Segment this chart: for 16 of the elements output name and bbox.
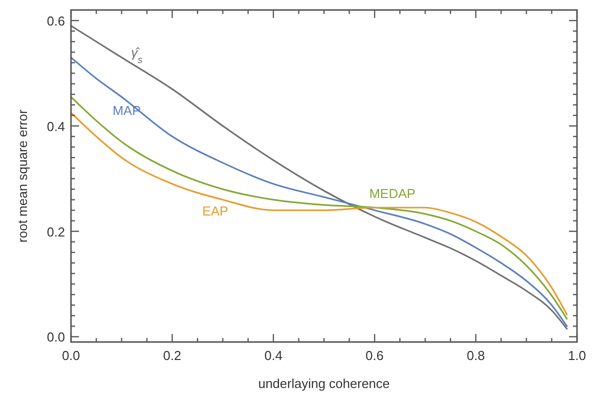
x-tick-label: 1.0 — [568, 348, 586, 363]
x-tick-label: 0.6 — [366, 348, 384, 363]
y-tick-label: 0.4 — [46, 118, 65, 134]
y-tick-label: 0.2 — [46, 224, 65, 240]
x-tick-label: 0.4 — [264, 348, 282, 363]
series-label: MEDAP — [369, 186, 416, 201]
y-axis-title: root mean square error — [15, 108, 30, 242]
series-label: MAP — [112, 102, 141, 118]
x-axis-title: underlaying coherence — [258, 376, 390, 391]
series-label: γ̂$_{s}$ — [131, 44, 143, 66]
y-tick-label: 0.0 — [46, 330, 65, 345]
series-label: EAP — [202, 203, 228, 218]
x-tick-label: 0.0 — [62, 348, 80, 363]
x-tick-label: 0.2 — [163, 348, 182, 363]
y-tick-label: 0.6 — [46, 14, 65, 29]
x-tick-label: 0.8 — [466, 348, 485, 363]
